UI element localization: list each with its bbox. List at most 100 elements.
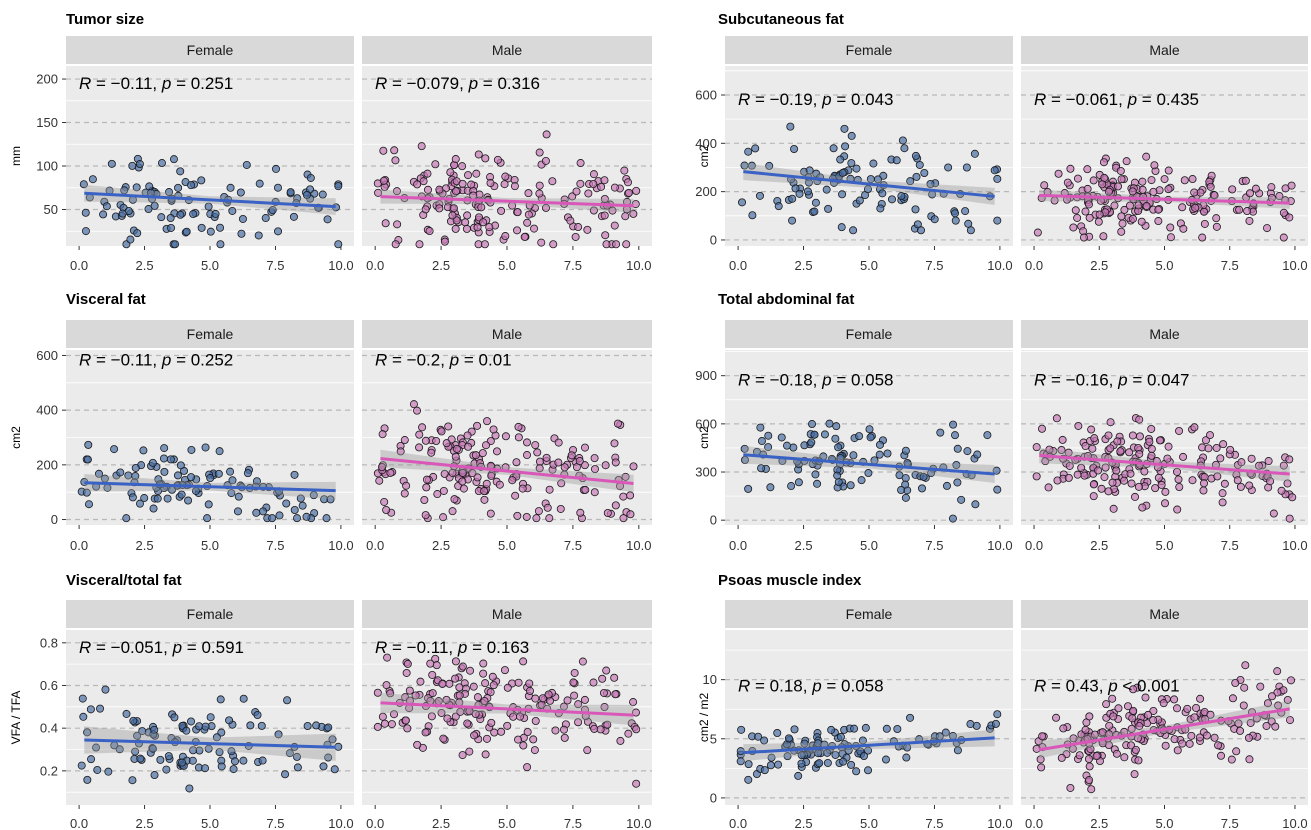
data-point [1217, 751, 1226, 760]
data-point [82, 488, 91, 497]
x-tick-label: 5.0 [498, 258, 516, 273]
facet-strip [66, 36, 354, 64]
data-point [784, 734, 793, 743]
data-point [86, 705, 95, 714]
data-point [523, 763, 532, 772]
data-point [766, 761, 775, 770]
x-tick-label: 10.0 [328, 816, 353, 830]
data-point [514, 422, 523, 431]
data-point [1084, 754, 1093, 763]
data-point [428, 670, 437, 679]
data-point [740, 455, 749, 464]
data-point [1126, 469, 1135, 478]
points [738, 122, 1002, 235]
data-point [516, 712, 525, 721]
data-point [514, 678, 523, 687]
data-point [1117, 212, 1126, 221]
data-point [1038, 424, 1047, 433]
data-point [485, 223, 494, 232]
data-point [876, 440, 885, 449]
data-point [613, 419, 622, 428]
x-tick-label: 7.5 [1221, 538, 1239, 553]
x-tick-label: 5.0 [1155, 816, 1173, 830]
data-point [503, 683, 512, 692]
r-symbol: R [738, 677, 750, 696]
data-point [184, 496, 193, 505]
data-point [402, 668, 411, 677]
data-point [298, 501, 307, 510]
data-point [957, 495, 966, 504]
points [740, 419, 1002, 523]
data-point [1202, 731, 1211, 740]
data-point [964, 219, 973, 228]
data-point [1173, 704, 1182, 713]
panel-2: Subcutaneous fat cm2 0 200 400 600 Female R = −… [695, 11, 1308, 273]
x-tick-label: 7.5 [925, 816, 943, 830]
data-point [942, 481, 951, 490]
data-point [951, 431, 960, 440]
data-point [892, 156, 901, 165]
y-tick-label: 150 [36, 115, 58, 130]
data-point [514, 433, 523, 442]
y-tick-label: 0.6 [40, 678, 58, 693]
data-point [805, 166, 814, 175]
data-point [1081, 442, 1090, 451]
data-point [1089, 176, 1098, 185]
data-point [1040, 181, 1049, 190]
data-point [489, 681, 498, 690]
data-point [572, 187, 581, 196]
data-point [138, 727, 147, 736]
data-point [1210, 733, 1219, 742]
data-point [917, 226, 926, 235]
data-point [624, 188, 633, 197]
data-point [1199, 486, 1208, 495]
data-point [1154, 217, 1163, 226]
data-point [1142, 201, 1151, 210]
facet-strip [725, 600, 1013, 628]
p-value: 0.316 [497, 74, 540, 93]
data-point [513, 208, 522, 217]
x-tick-label: 10.0 [1282, 538, 1307, 553]
data-point [1246, 718, 1255, 727]
data-point [122, 514, 131, 523]
data-point [581, 485, 590, 494]
points [77, 685, 343, 793]
facet-strip-label: Female [846, 42, 893, 58]
x-tick-label: 2.5 [136, 816, 154, 830]
data-point [1099, 158, 1108, 167]
data-point [576, 508, 585, 517]
data-point [292, 752, 301, 761]
data-point [574, 223, 583, 232]
x-tick-label: 2.5 [795, 538, 813, 553]
data-point [501, 172, 510, 181]
data-point [171, 240, 180, 249]
data-point [489, 425, 498, 434]
data-point [165, 188, 174, 197]
y-tick-label: 200 [36, 72, 58, 87]
x-tick-label: 7.5 [564, 258, 582, 273]
data-point [1118, 219, 1127, 228]
data-point [378, 712, 387, 721]
x-tick-label: 10.0 [987, 258, 1012, 273]
data-point [882, 724, 891, 733]
data-point [834, 443, 843, 452]
data-point [451, 712, 460, 721]
data-point [993, 485, 1002, 494]
data-point [419, 177, 428, 186]
data-point [1065, 461, 1074, 470]
data-point [783, 752, 792, 761]
y-tick-label: 0 [51, 512, 58, 527]
data-point [413, 740, 422, 749]
data-point [488, 672, 497, 681]
data-point [1185, 739, 1194, 748]
data-point [1116, 447, 1125, 456]
data-point [510, 182, 519, 191]
data-point [544, 690, 553, 699]
data-point [1134, 482, 1143, 491]
data-point [133, 731, 142, 740]
data-point [1287, 181, 1296, 190]
p-value: 0.047 [1147, 371, 1190, 390]
data-point [455, 683, 464, 692]
data-point [774, 760, 783, 769]
data-point [1275, 192, 1284, 201]
